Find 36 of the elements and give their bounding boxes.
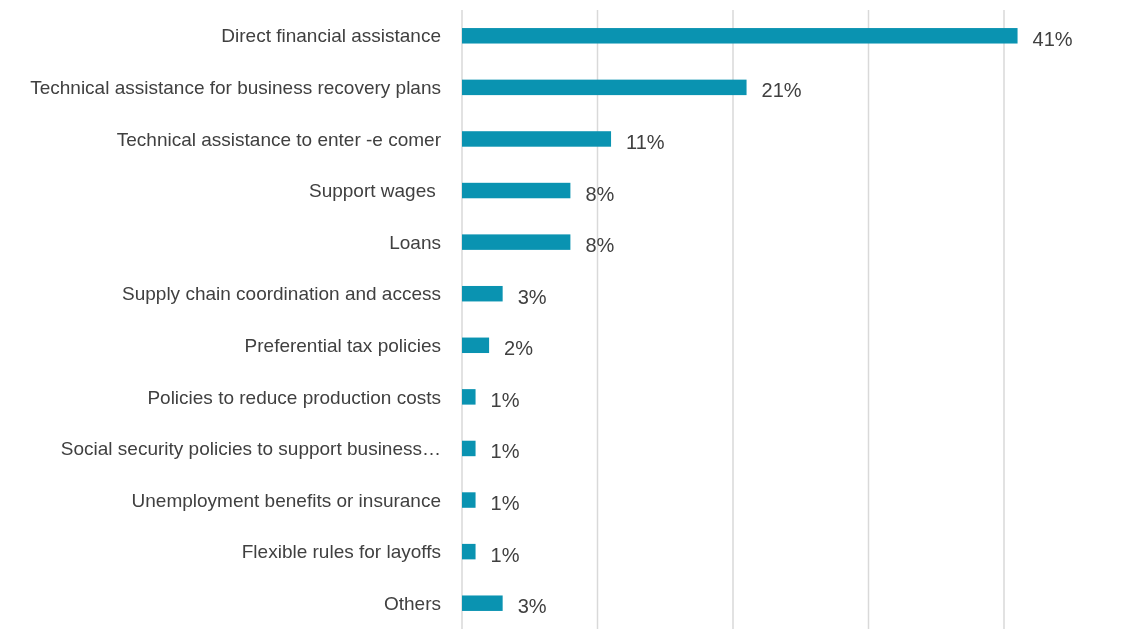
bar — [462, 389, 476, 405]
bar — [462, 234, 571, 250]
bar — [462, 440, 476, 457]
y-tick-label: Supply chain coordination and access — [122, 283, 441, 305]
bar — [462, 492, 476, 508]
data-label: 1% — [490, 440, 520, 463]
bar — [462, 182, 571, 199]
data-label: 1% — [490, 543, 520, 566]
bar — [462, 79, 747, 96]
data-label: 3% — [517, 285, 547, 308]
bar — [462, 543, 476, 560]
bar — [462, 595, 503, 611]
bar — [462, 337, 490, 354]
y-tick-label: Technical assistance for business recovery plans — [30, 77, 441, 99]
y-tick-label: Flexible rules for layoffs — [241, 541, 441, 563]
data-label: 2% — [504, 337, 534, 360]
bar — [462, 285, 503, 302]
bar — [462, 28, 1018, 44]
y-tick-label: Loans — [389, 231, 441, 253]
y-tick-label: Preferential tax policies — [244, 334, 441, 356]
data-label: 41% — [1032, 27, 1073, 50]
data-label: 21% — [761, 79, 802, 102]
data-label: 3% — [517, 595, 547, 618]
y-tick-label: Social security policies to support business… — [60, 438, 441, 460]
y-tick-label: Policies to reduce production costs — [147, 386, 441, 408]
data-label: 11% — [626, 130, 665, 153]
y-tick-label: Support wages — [308, 180, 441, 202]
data-label: 8% — [585, 234, 615, 257]
y-tick-label: Others — [383, 592, 441, 614]
data-label: 8% — [585, 182, 615, 205]
data-label: 1% — [490, 388, 520, 411]
data-label: 1% — [490, 492, 520, 515]
y-tick-label: Direct financial assistance — [221, 25, 441, 47]
y-tick-label: Technical assistance to enter -e comer — [116, 128, 442, 150]
bar — [462, 131, 612, 147]
y-tick-label: Unemployment benefits or insurance — [131, 489, 441, 511]
